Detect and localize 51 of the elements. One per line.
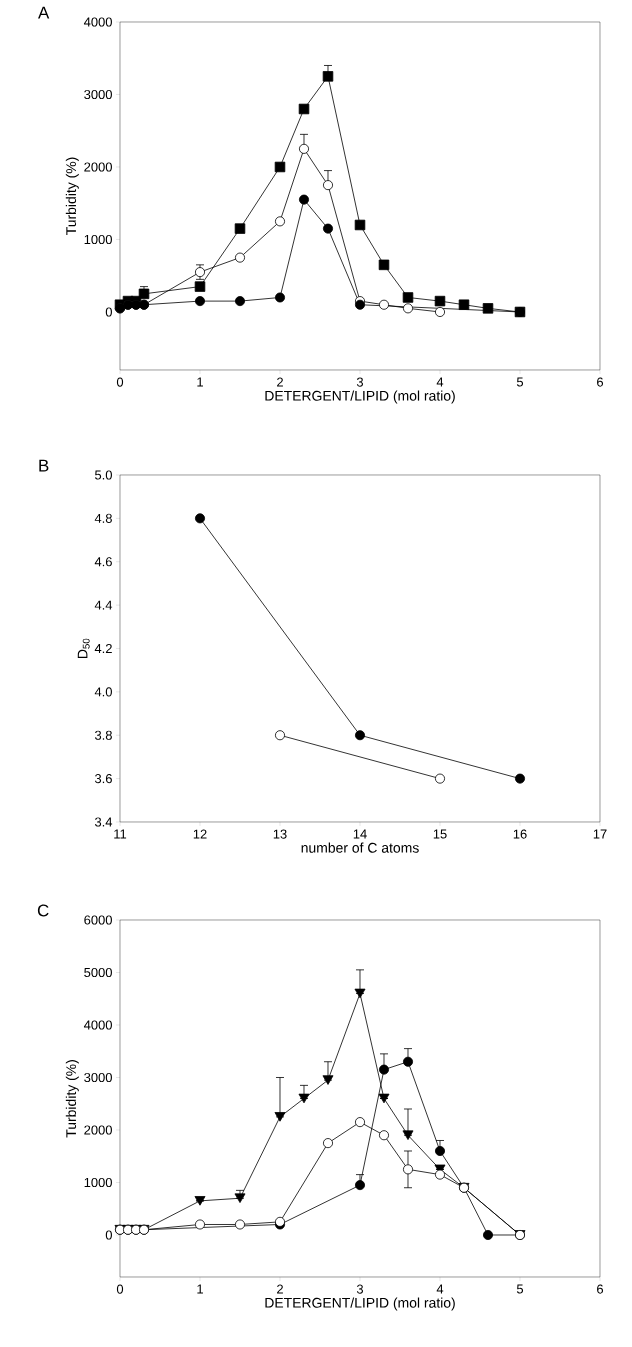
y-tick-label: 4000 [83,1020,112,1030]
y-tick-label: 3000 [84,89,112,100]
y-tick-label: 3.8 [94,730,112,740]
y-tick-label: 3000 [84,1072,112,1083]
x-tick-label: 4 [436,1284,444,1294]
x-tick-label: 17 [593,829,607,839]
y-tick-label: 2000 [84,1125,112,1135]
y-axis-title: D$_{50}$ [77,638,90,659]
x-tick-label: 11 [114,829,127,839]
x-tick-label: 6 [597,377,604,387]
y-tick-label: 4000 [83,17,112,27]
x-tick-label: 2 [277,1284,283,1294]
y-tick-label: 5000 [84,967,112,978]
y-tick-label: 0 [105,1230,112,1240]
x-tick-label: 15 [433,829,447,839]
x-tick-label: 1 [197,1284,203,1294]
y-tick-label: 5.0 [94,470,112,480]
x-tick-label: 5 [516,1284,524,1294]
x-tick-label: 3 [356,1284,364,1294]
y-tick-label: 4.2 [94,643,112,653]
y-tick-label: 3.4 [94,817,113,827]
x-tick-label: 5 [516,377,524,387]
chart-title: A [38,6,50,19]
y-tick-label: 4.6 [94,557,112,567]
y-tick-label: 0 [105,307,112,317]
x-axis-title: DETERGENT/LIPID (mol ratio) [265,390,455,404]
x-axis-title: DETERGENT/LIPID (mol ratio) [265,1297,455,1311]
y-tick-label: 3.6 [94,774,112,784]
x-tick-label: 2 [277,377,283,387]
x-tick-label: 0 [116,1284,124,1294]
y-tick-label: 6000 [84,915,112,925]
x-tick-label: 13 [273,829,287,839]
x-tick-label: 6 [597,1284,604,1294]
y-tick-label: 4.8 [94,513,112,523]
x-tick-label: 14 [353,829,367,839]
y-tick-label: 4.4 [94,600,113,610]
chart-title: C [37,904,49,917]
y-tick-label: 2000 [84,162,112,172]
y-axis-title: Turbidity (%) [65,1060,79,1138]
x-tick-label: 3 [356,377,364,387]
y-axis-title: Turbidity (%) [65,157,79,235]
y-tick-label: 1000 [84,234,112,245]
y-tick-label: 1000 [84,1177,112,1188]
x-tick-label: 0 [116,377,124,387]
x-tick-label: 16 [513,829,527,839]
x-axis-title: number of C atoms [301,842,419,853]
x-tick-label: 1 [197,377,203,387]
x-tick-label: 12 [193,829,207,839]
x-tick-label: 4 [436,377,444,387]
y-tick-label: 4.0 [94,687,112,697]
chart-title: B [39,459,49,472]
